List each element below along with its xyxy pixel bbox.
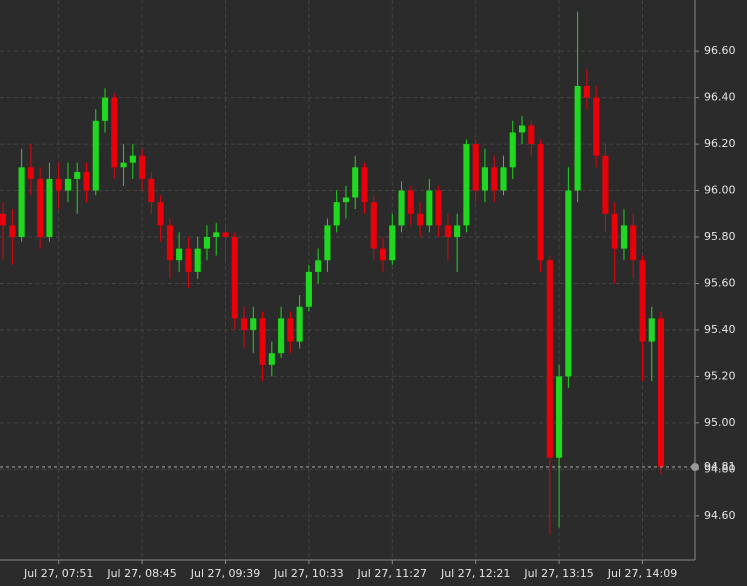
y-tick-label: 94.60: [704, 509, 736, 522]
y-tick-label: 96.40: [704, 91, 736, 104]
candle-body: [407, 190, 414, 214]
y-tick-label: 95.60: [704, 276, 736, 289]
candle-body: [426, 190, 433, 226]
candle-body: [630, 225, 637, 261]
candle-body: [185, 248, 192, 272]
y-tick-label: 95.80: [704, 230, 736, 243]
candle-body: [83, 171, 90, 191]
candle-body: [240, 318, 248, 330]
candle-body: [0, 213, 7, 226]
candle-body: [305, 271, 312, 307]
last-price-dot: [691, 463, 699, 472]
candle-body: [129, 155, 136, 163]
candle-body: [361, 167, 368, 203]
candle-body: [491, 167, 498, 191]
candle-body: [602, 155, 609, 214]
candle-body: [222, 232, 229, 238]
x-tick-label: Jul 27, 12:21: [440, 567, 510, 580]
candle-body: [574, 85, 581, 191]
candle-body: [231, 237, 238, 319]
x-tick-label: Jul 27, 11:27: [357, 567, 427, 580]
candle-body: [296, 306, 303, 342]
candle-body: [528, 125, 535, 145]
candle-body: [657, 318, 665, 468]
candle-body: [213, 232, 220, 238]
candle-body: [315, 260, 322, 272]
candle-body: [92, 120, 99, 191]
candle-body: [55, 178, 62, 191]
candle-body: [101, 97, 109, 121]
candle-body: [620, 225, 628, 249]
x-tick-label: Jul 27, 14:09: [607, 567, 677, 580]
y-tick-label: 96.20: [704, 137, 736, 150]
candle-body: [463, 144, 470, 226]
candle-body: [203, 237, 211, 249]
candle-body: [370, 202, 377, 249]
candle-body: [435, 190, 442, 226]
y-tick-label: 94.80: [704, 462, 736, 475]
candle-body: [565, 190, 572, 377]
candle-body: [176, 248, 183, 261]
candle-body: [111, 97, 118, 168]
candle-body: [157, 202, 164, 226]
candle-body: [9, 225, 16, 238]
candle-body: [74, 171, 81, 179]
candle-body: [120, 162, 127, 168]
x-tick-label: Jul 27, 10:33: [273, 567, 343, 580]
x-tick-label: Jul 27, 13:15: [523, 567, 593, 580]
x-tick-label: Jul 27, 08:45: [106, 567, 176, 580]
candle-body: [593, 97, 600, 156]
candle-body: [472, 144, 479, 191]
candle-body: [648, 318, 655, 342]
candle-body: [398, 190, 405, 226]
candle-body: [444, 225, 451, 238]
candle-body: [518, 125, 526, 133]
y-tick-label: 96.00: [704, 184, 736, 197]
candle-body: [139, 155, 146, 179]
candle-body: [148, 178, 155, 203]
candle-body: [64, 178, 72, 191]
candle-body: [333, 202, 340, 226]
candle-body: [324, 225, 331, 261]
candle-body: [556, 376, 563, 458]
candle-body: [18, 167, 25, 238]
candle-body: [278, 318, 285, 354]
candle-body: [259, 318, 266, 365]
candle-body: [639, 260, 646, 342]
candle-body: [287, 318, 294, 342]
candle-body: [379, 248, 387, 261]
candle-body: [481, 167, 489, 191]
x-tick-label: Jul 27, 09:39: [190, 567, 260, 580]
candle-body: [546, 260, 553, 458]
candle-body: [611, 213, 618, 249]
y-tick-label: 95.00: [704, 416, 736, 429]
candle-body: [509, 132, 516, 168]
y-tick-label: 95.40: [704, 323, 736, 336]
candle-body: [37, 178, 44, 238]
candle-body: [583, 85, 590, 98]
candle-body: [537, 144, 544, 261]
y-tick-label: 96.60: [704, 44, 736, 57]
candle-body: [166, 225, 173, 261]
candle-body: [500, 167, 507, 191]
candle-body: [27, 167, 34, 179]
candle-body: [417, 213, 424, 226]
candle-body: [389, 225, 396, 261]
candle-body: [454, 225, 461, 238]
candle-body: [342, 197, 350, 203]
candle-body: [194, 248, 201, 272]
y-tick-label: 95.20: [704, 369, 736, 382]
last-price-label: 94.81: [704, 460, 736, 473]
candle-body: [46, 178, 53, 238]
x-tick-label: Jul 27, 07:51: [23, 567, 93, 580]
candle-body: [268, 353, 275, 365]
candle-body: [352, 167, 359, 198]
candle-body: [250, 318, 257, 330]
